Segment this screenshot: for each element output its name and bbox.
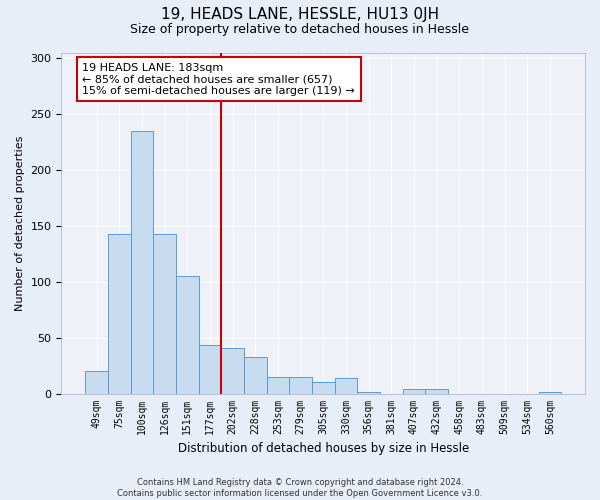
Bar [199, 346, 221, 394]
Text: 19 HEADS LANE: 183sqm
← 85% of detached houses are smaller (657)
15% of semi-det: 19 HEADS LANE: 183sqm ← 85% of detached … [82, 62, 355, 96]
Bar [153, 234, 176, 394]
Bar [539, 392, 561, 394]
Bar [403, 389, 425, 394]
Bar [108, 234, 131, 394]
Bar [357, 392, 380, 394]
Text: Size of property relative to detached houses in Hessle: Size of property relative to detached ho… [131, 22, 470, 36]
Bar [266, 377, 289, 394]
Bar [312, 382, 335, 394]
Y-axis label: Number of detached properties: Number of detached properties [15, 136, 25, 310]
Bar [244, 356, 266, 394]
X-axis label: Distribution of detached houses by size in Hessle: Distribution of detached houses by size … [178, 442, 469, 455]
Bar [176, 276, 199, 394]
Text: 19, HEADS LANE, HESSLE, HU13 0JH: 19, HEADS LANE, HESSLE, HU13 0JH [161, 8, 439, 22]
Bar [131, 131, 153, 394]
Bar [425, 389, 448, 394]
Bar [85, 371, 108, 394]
Bar [221, 348, 244, 394]
Text: Contains HM Land Registry data © Crown copyright and database right 2024.
Contai: Contains HM Land Registry data © Crown c… [118, 478, 482, 498]
Bar [335, 378, 357, 394]
Bar [289, 377, 312, 394]
